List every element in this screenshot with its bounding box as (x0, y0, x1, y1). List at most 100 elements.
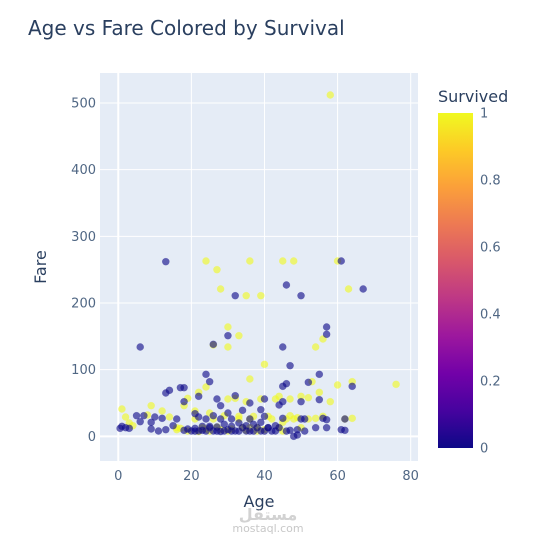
data-point[interactable] (275, 392, 283, 401)
plot-area[interactable] (100, 73, 418, 461)
data-point[interactable] (161, 425, 170, 434)
data-point[interactable] (121, 413, 130, 421)
data-point[interactable] (315, 395, 324, 404)
data-point[interactable] (235, 419, 243, 427)
data-point[interactable] (286, 395, 294, 403)
data-point[interactable] (246, 399, 254, 407)
data-point[interactable] (256, 291, 265, 300)
data-point[interactable] (278, 257, 287, 265)
data-point[interactable] (326, 91, 335, 99)
data-point[interactable] (300, 427, 309, 435)
data-point[interactable] (231, 391, 240, 400)
data-point[interactable] (286, 426, 294, 435)
data-point[interactable] (246, 415, 254, 423)
data-point[interactable] (147, 425, 156, 433)
data-point[interactable] (140, 411, 148, 420)
data-point[interactable] (341, 426, 349, 435)
data-point[interactable] (337, 257, 346, 265)
data-point[interactable] (278, 414, 287, 423)
data-point[interactable] (260, 360, 269, 369)
data-point[interactable] (249, 420, 258, 429)
data-point[interactable] (165, 413, 174, 421)
data-point[interactable] (304, 393, 313, 402)
data-point[interactable] (297, 291, 305, 300)
data-point[interactable] (278, 382, 287, 391)
data-point[interactable] (216, 285, 225, 293)
data-point[interactable] (161, 257, 170, 266)
data-point[interactable] (315, 370, 324, 379)
data-point[interactable] (136, 417, 145, 426)
data-point[interactable] (322, 323, 331, 331)
data-point[interactable] (322, 330, 331, 339)
data-point[interactable] (297, 415, 305, 423)
data-point[interactable] (194, 392, 203, 401)
data-point[interactable] (242, 421, 251, 430)
data-point[interactable] (348, 414, 357, 423)
data-point[interactable] (238, 406, 247, 415)
data-point[interactable] (224, 331, 232, 340)
data-point[interactable] (202, 383, 210, 391)
data-point[interactable] (227, 422, 236, 431)
data-point[interactable] (344, 285, 353, 293)
data-point[interactable] (256, 405, 265, 414)
data-point[interactable] (322, 415, 331, 424)
data-point[interactable] (213, 395, 221, 403)
data-point[interactable] (282, 281, 291, 289)
data-point[interactable] (333, 381, 342, 389)
data-point[interactable] (392, 380, 400, 389)
data-point[interactable] (125, 424, 134, 433)
data-point[interactable] (224, 323, 232, 331)
data-point[interactable] (311, 414, 320, 423)
data-point[interactable] (286, 361, 294, 370)
data-point[interactable] (216, 415, 225, 423)
data-point[interactable] (242, 291, 251, 300)
data-point[interactable] (161, 389, 170, 397)
data-point[interactable] (198, 422, 207, 431)
data-point[interactable] (289, 257, 298, 265)
data-point[interactable] (132, 411, 141, 420)
data-point[interactable] (278, 343, 287, 351)
data-point[interactable] (205, 377, 214, 386)
data-point[interactable] (348, 382, 357, 391)
data-point[interactable] (213, 265, 221, 274)
data-point[interactable] (158, 407, 166, 415)
data-point[interactable] (213, 423, 221, 431)
data-point[interactable] (202, 370, 210, 379)
data-point[interactable] (289, 432, 298, 441)
data-point[interactable] (147, 401, 156, 410)
data-point[interactable] (227, 415, 236, 423)
data-point[interactable] (202, 257, 210, 265)
data-point[interactable] (136, 343, 145, 351)
data-point[interactable] (180, 397, 188, 406)
data-point[interactable] (359, 285, 368, 293)
data-point[interactable] (224, 395, 232, 403)
data-point[interactable] (341, 415, 349, 423)
data-point[interactable] (289, 415, 298, 423)
data-point[interactable] (260, 395, 269, 403)
data-point[interactable] (205, 422, 214, 431)
data-point[interactable] (158, 414, 166, 423)
data-point[interactable] (191, 409, 199, 418)
data-point[interactable] (246, 375, 254, 383)
data-point[interactable] (202, 415, 210, 423)
data-point[interactable] (311, 423, 320, 432)
data-point[interactable] (209, 411, 218, 420)
data-point[interactable] (264, 423, 272, 432)
data-point[interactable] (304, 378, 313, 387)
data-point[interactable] (224, 343, 232, 351)
data-point[interactable] (118, 405, 126, 413)
data-point[interactable] (180, 383, 188, 392)
data-point[interactable] (322, 423, 331, 432)
data-point[interactable] (224, 409, 232, 417)
data-point[interactable] (231, 291, 240, 300)
data-point[interactable] (326, 397, 335, 406)
data-point[interactable] (275, 401, 283, 409)
data-point[interactable] (220, 420, 229, 429)
data-point[interactable] (216, 401, 225, 410)
data-point[interactable] (260, 412, 269, 421)
data-point[interactable] (246, 257, 254, 265)
data-point[interactable] (150, 413, 159, 421)
data-point[interactable] (311, 343, 320, 351)
data-point[interactable] (154, 427, 163, 435)
data-point[interactable] (169, 421, 177, 430)
